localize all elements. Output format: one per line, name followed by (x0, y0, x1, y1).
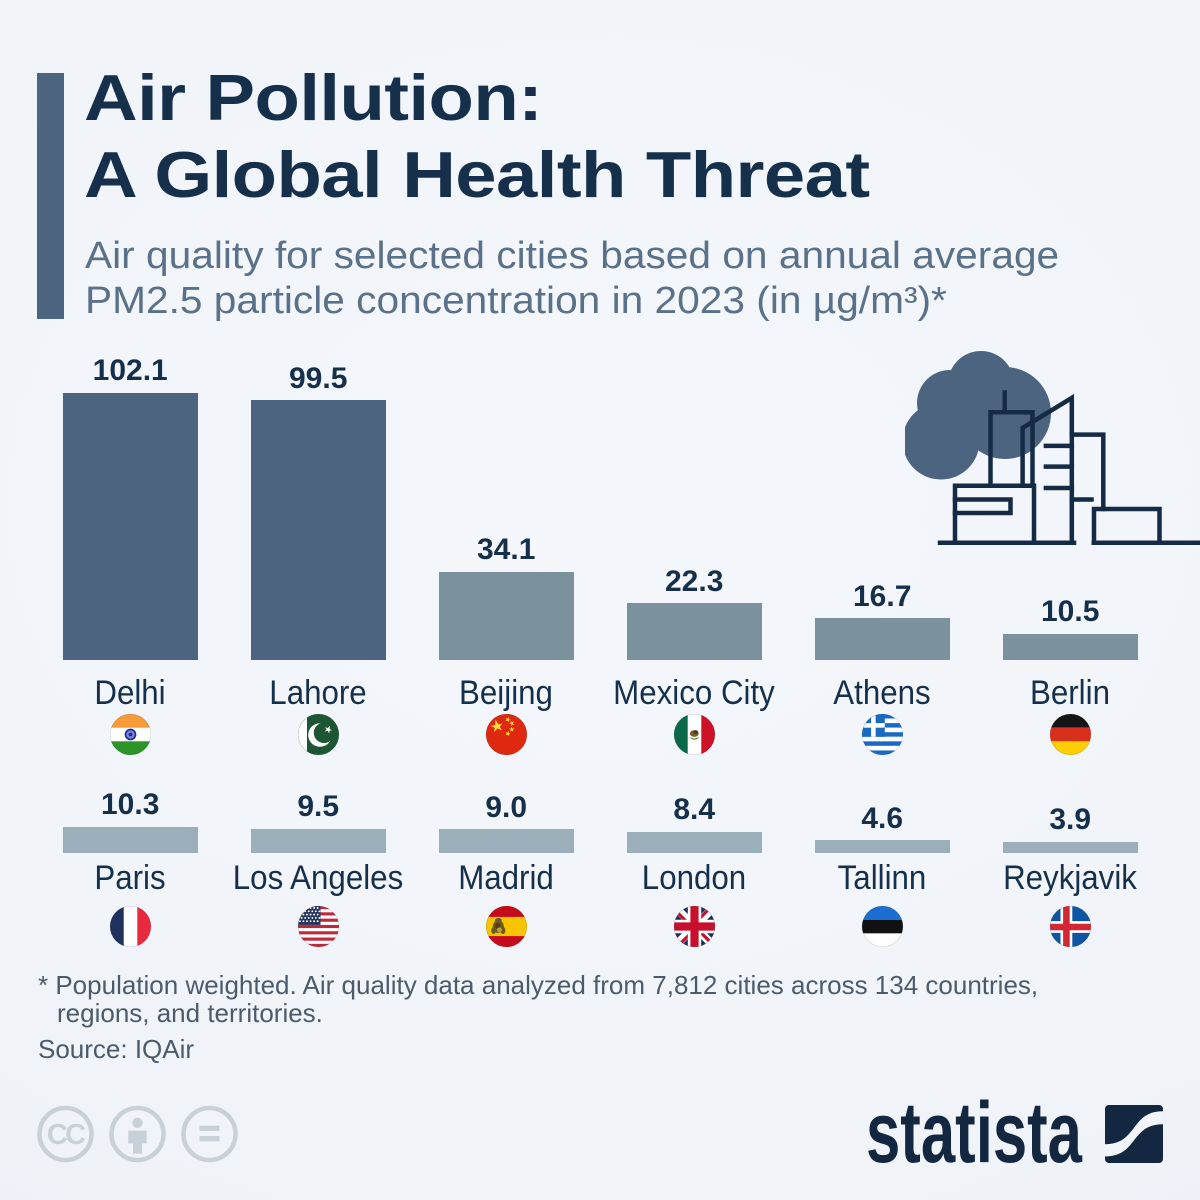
svg-text:CC: CC (47, 1119, 86, 1151)
svg-text:statista: statista (866, 1090, 1083, 1175)
